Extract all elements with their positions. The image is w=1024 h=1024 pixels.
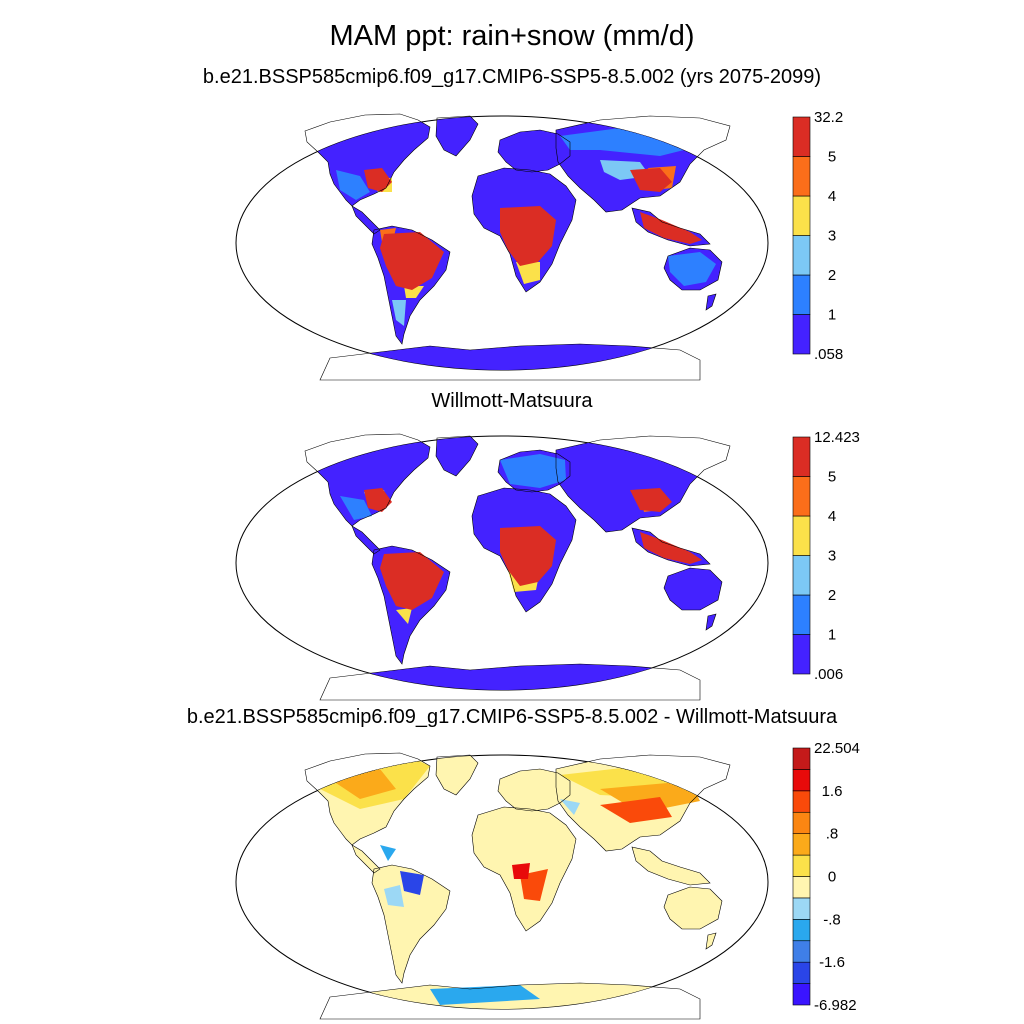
colorbar-swatch	[792, 274, 811, 315]
colorbar-swatch	[792, 195, 811, 236]
colorbar-label: -1.6	[819, 954, 845, 971]
colorbar-swatch	[792, 634, 811, 675]
colorbar-swatch	[792, 769, 811, 792]
figure-title: MAM ppt: rain+snow (mm/d)	[329, 20, 695, 52]
panel-1-colorbar: .058 1 2 3 4 5 32.2	[792, 109, 843, 363]
colorbar-swatch	[792, 436, 811, 477]
colorbar-swatch	[792, 919, 811, 942]
colorbar-swatch	[792, 314, 811, 355]
panel-1-map	[235, 113, 769, 381]
colorbar-swatch	[792, 594, 811, 635]
colorbar-swatch	[792, 555, 811, 596]
colorbar-label: 2	[828, 267, 836, 284]
panel-2-colorbar: .006 1 2 3 4 5 12.423	[792, 429, 860, 683]
colorbar-label: 4	[828, 188, 836, 205]
colorbar-swatch	[792, 940, 811, 963]
colorbar-label: .8	[826, 826, 839, 843]
panel-2-map	[235, 433, 769, 701]
panel-1-title: b.e21.BSSP585cmip6.f09_g17.CMIP6-SSP5-8.…	[202, 66, 822, 88]
colorbar-label: -6.982	[814, 997, 857, 1014]
colorbar-label: 3	[828, 548, 836, 565]
panel-3-map	[235, 752, 769, 1020]
colorbar-label: 32.2	[814, 109, 843, 126]
colorbar-label: 0	[828, 869, 836, 886]
colorbar-label: -.8	[823, 911, 841, 928]
colorbar-swatch	[792, 235, 811, 276]
colorbar-swatch	[792, 116, 811, 157]
colorbar-label: 12.423	[814, 429, 860, 446]
colorbar-swatch	[792, 476, 811, 517]
panel-2-title: Willmott-Matsuura	[431, 390, 593, 412]
colorbar-swatch	[792, 983, 811, 1006]
colorbar-swatch	[792, 790, 811, 813]
colorbar-label: 2	[828, 587, 836, 604]
colorbar-label: 3	[828, 228, 836, 245]
colorbar-swatch	[792, 833, 811, 856]
colorbar-label: .058	[814, 346, 843, 363]
colorbar-swatch	[792, 156, 811, 197]
colorbar-swatch	[792, 747, 811, 770]
colorbar-label: 4	[828, 508, 836, 525]
colorbar-label: 5	[828, 149, 836, 166]
panel-3-title: b.e21.BSSP585cmip6.f09_g17.CMIP6-SSP5-8.…	[186, 706, 838, 728]
colorbar-swatch	[792, 961, 811, 984]
colorbar-swatch	[792, 811, 811, 834]
colorbar-label: 1	[828, 307, 836, 324]
colorbar-label: 5	[828, 469, 836, 486]
colorbar-swatch	[792, 854, 811, 877]
colorbar-label: 1	[828, 627, 836, 644]
colorbar-label: 22.504	[814, 740, 860, 757]
colorbar-swatch	[792, 876, 811, 899]
colorbar-swatch	[792, 515, 811, 556]
colorbar-swatch	[792, 897, 811, 920]
colorbar-label: .006	[814, 666, 843, 683]
panel-3-colorbar: -6.982 -1.6 -.8 0 .8 1.6 22.504	[792, 740, 860, 1014]
colorbar-label: 1.6	[822, 783, 843, 800]
